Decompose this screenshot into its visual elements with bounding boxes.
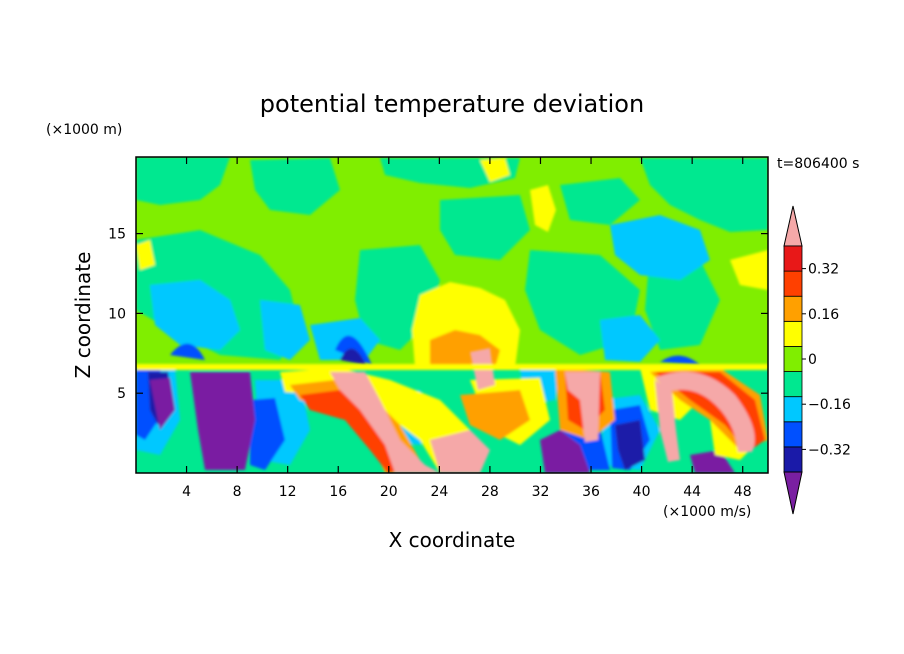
x-tick-label: 16 [329,484,347,500]
x-axis-label: X coordinate [389,528,516,552]
field-aloft-navy [340,348,366,365]
x-tick-label: 36 [582,484,600,500]
field-warm-streak-pink [330,348,495,473]
field-lower-orange [290,368,768,473]
y-axis-ticks: 5 10 15 [108,227,768,402]
x-tick-label: 48 [734,484,752,500]
y-tick-label: 15 [108,227,126,243]
field-cold-column-purple [150,372,735,473]
x-tick-label: 40 [633,484,651,500]
y-unit-label: (×1000 m) [46,122,122,138]
y-tick-label: 5 [117,386,126,402]
colorbar-tick-label: −0.32 [808,442,851,458]
colorbar-swatch [783,270,803,297]
colorbar-tick-label: 0 [808,352,817,368]
colorbar-swatch [783,371,803,398]
colorbar-swatch [783,245,803,272]
field-interface-yellow [136,364,768,370]
contour-field [136,157,768,473]
field-aloft-cyan [150,215,710,365]
colorbar-top-triangle [783,205,803,247]
colorbar-swatch [783,446,803,473]
x-tick-label: 12 [279,484,297,500]
plot-frame [135,156,769,474]
colorbar-tick-label: 0.32 [808,262,839,278]
colorbar-tick-label: 0.16 [808,307,839,323]
x-tick-label: 28 [481,484,499,500]
colorbar-swatch [783,396,803,423]
x-tick-label: 32 [532,484,550,500]
x-tick-label: 8 [233,484,242,500]
colorbar-swatch [783,295,803,322]
chart-title: potential temperature deviation [260,90,644,118]
x-tick-label: 44 [683,484,701,500]
time-label: t=806400 s [777,156,859,172]
field-warm-column-yellow [136,158,768,368]
colorbar-tick-label: −0.16 [808,397,851,413]
x-tick-label: 4 [182,484,191,500]
colorbar-swatch [783,320,803,347]
x-axis-ticks: 4 8 12 16 20 24 28 32 36 40 44 48 [182,157,752,500]
field-lower-blue [136,368,650,470]
colorbar-swatch [783,346,803,372]
colorbar-swatch [783,421,803,448]
colorbar-bottom-triangle [783,471,803,515]
x-tick-label: 24 [430,484,448,500]
colorbar: −0.32 −0.16 0 0.16 0.32 [783,205,851,515]
x-unit-label: (×1000 m/s) [663,504,751,520]
field-warm-arch-pink [565,371,755,462]
x-tick-label: 20 [380,484,398,500]
y-axis-label: Z coordinate [71,252,95,379]
y-tick-label: 10 [108,306,126,322]
